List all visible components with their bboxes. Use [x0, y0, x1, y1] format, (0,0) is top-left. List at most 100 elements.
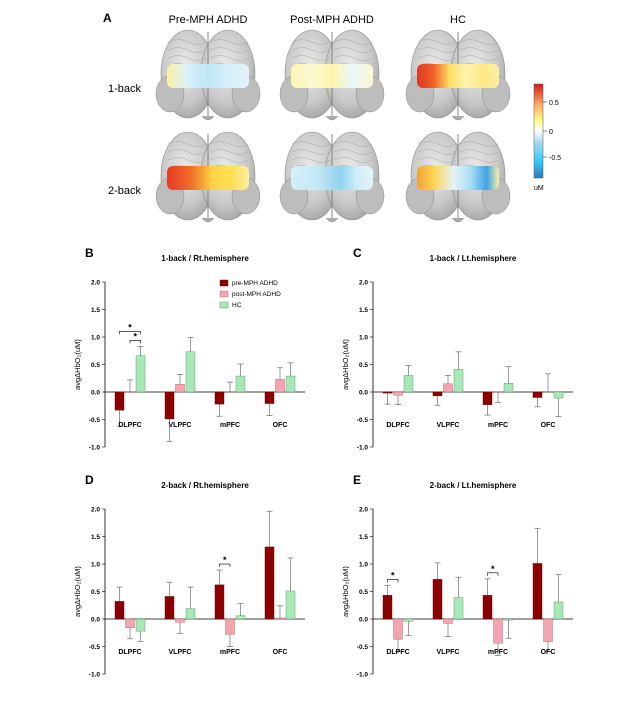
bar: [393, 391, 403, 396]
bar-chart-panels: B 1-back / Rt.hemisphere -1.0 -0.5 0.0 0.5 1.0…: [73, 246, 573, 679]
x-tick-label: VLPFC: [169, 649, 192, 656]
row-label-2-back: 2-back: [108, 185, 142, 197]
bar: [532, 391, 543, 398]
bar: [175, 618, 185, 623]
bar: [432, 579, 443, 620]
row-label-1-back: 1-back: [108, 83, 142, 95]
chart-title: 2-back / Lt.hemisphere: [430, 481, 517, 490]
bar: [453, 597, 464, 620]
x-tick-label: mPFC: [488, 649, 508, 656]
y-tick-label: -0.5: [89, 644, 101, 651]
bar: [225, 391, 235, 393]
legend-swatch: [219, 290, 229, 298]
y-tick-label: 1.0: [359, 335, 368, 342]
x-tick-label: DLPFC: [386, 649, 409, 656]
brain-activation-maps: [155, 29, 511, 223]
bar: [164, 391, 175, 420]
bar: [493, 391, 503, 393]
panel-a-letter: A: [103, 11, 112, 25]
bar: [393, 618, 403, 640]
bar: [553, 601, 564, 620]
y-tick-label: 2.0: [359, 280, 368, 287]
significance-bracket: [129, 340, 141, 344]
bar: [543, 391, 553, 393]
y-tick-label: -1.0: [357, 672, 369, 679]
bar: [482, 391, 493, 405]
y-tick-label: 2.0: [91, 507, 100, 514]
x-tick-label: VLPFC: [169, 422, 192, 429]
x-tick-label: mPFC: [488, 422, 508, 429]
y-axis-label: avgΔHbO₂(uM): [73, 566, 82, 617]
y-tick-label: 0.5: [359, 589, 368, 596]
y-axis-label: avgΔHbO₂(uM): [73, 339, 82, 390]
y-tick-label: 0.0: [359, 390, 368, 397]
y-tick-label: 0.0: [91, 617, 100, 624]
bar: [443, 618, 453, 624]
significance-star: *: [491, 564, 495, 574]
y-axis-label: avgΔHbO₂(uM): [341, 339, 350, 390]
x-tick-label: OFC: [541, 422, 556, 429]
y-tick-label: 0.5: [91, 362, 100, 369]
x-tick-label: VLPFC: [437, 422, 460, 429]
y-tick-label: 0.0: [91, 390, 100, 397]
bar: [443, 383, 453, 393]
legend-label: pre-MPH ADHD: [232, 280, 278, 287]
x-tick-label: OFC: [273, 422, 288, 429]
x-tick-label: VLPFC: [437, 649, 460, 656]
y-tick-label: 1.0: [91, 562, 100, 569]
x-tick-label: DLPFC: [386, 422, 409, 429]
y-tick-label: 1.0: [359, 562, 368, 569]
bar: [432, 391, 443, 397]
bar: [553, 391, 564, 399]
bar: [114, 391, 125, 411]
y-tick-label: 1.5: [359, 307, 368, 314]
significance-star: *: [223, 555, 227, 565]
significance-bracket: [387, 579, 399, 583]
x-tick-label: OFC: [541, 649, 556, 656]
bar: [285, 590, 296, 620]
bar: [185, 351, 196, 393]
colorbar-gradient: [533, 83, 544, 179]
bar: [264, 391, 275, 404]
column-header-pre-mph: Pre-MPH ADHD: [169, 14, 248, 26]
legend-swatch: [219, 279, 229, 287]
chart-panel-C: C 1-back / Lt.hemisphere -1.0 -0.5 0.0 0.5 1.0…: [341, 246, 573, 452]
y-tick-label: -0.5: [357, 644, 369, 651]
y-tick-label: 0.5: [91, 589, 100, 596]
bar: [382, 595, 393, 620]
bar: [225, 618, 235, 635]
bar: [125, 391, 135, 393]
bar: [114, 601, 125, 620]
significance-star: *: [133, 331, 137, 341]
bar: [125, 618, 135, 629]
y-tick-label: 1.5: [359, 534, 368, 541]
column-header-post-mph: Post-MPH ADHD: [290, 14, 374, 26]
colorbar-tick-neg-0.5: -0.5: [549, 155, 561, 162]
bar: [164, 596, 175, 620]
bar: [264, 546, 275, 620]
significance-bracket: [219, 563, 231, 568]
bar: [135, 618, 146, 632]
y-tick-label: 2.0: [91, 280, 100, 287]
brain-image: [279, 131, 385, 223]
panel-letter: B: [85, 246, 94, 260]
y-tick-label: 1.5: [91, 534, 100, 541]
bar: [275, 617, 285, 620]
brain-image: [405, 29, 511, 121]
significance-star: *: [391, 570, 395, 580]
bar: [482, 595, 493, 620]
bar: [214, 584, 225, 620]
bar: [543, 618, 553, 642]
x-tick-label: mPFC: [220, 649, 240, 656]
chart-title: 1-back / Rt.hemisphere: [161, 254, 249, 263]
bar: [503, 618, 514, 621]
y-tick-label: 1.0: [91, 335, 100, 342]
y-tick-label: -1.0: [357, 445, 369, 452]
significance-bracket: [487, 572, 499, 576]
y-tick-label: -1.0: [89, 445, 101, 452]
bar: [503, 383, 514, 393]
y-tick-label: 2.0: [359, 507, 368, 514]
y-axis-label: avgΔHbO₂(uM): [341, 566, 350, 617]
legend-label: post-MPH ADHD: [232, 291, 281, 298]
